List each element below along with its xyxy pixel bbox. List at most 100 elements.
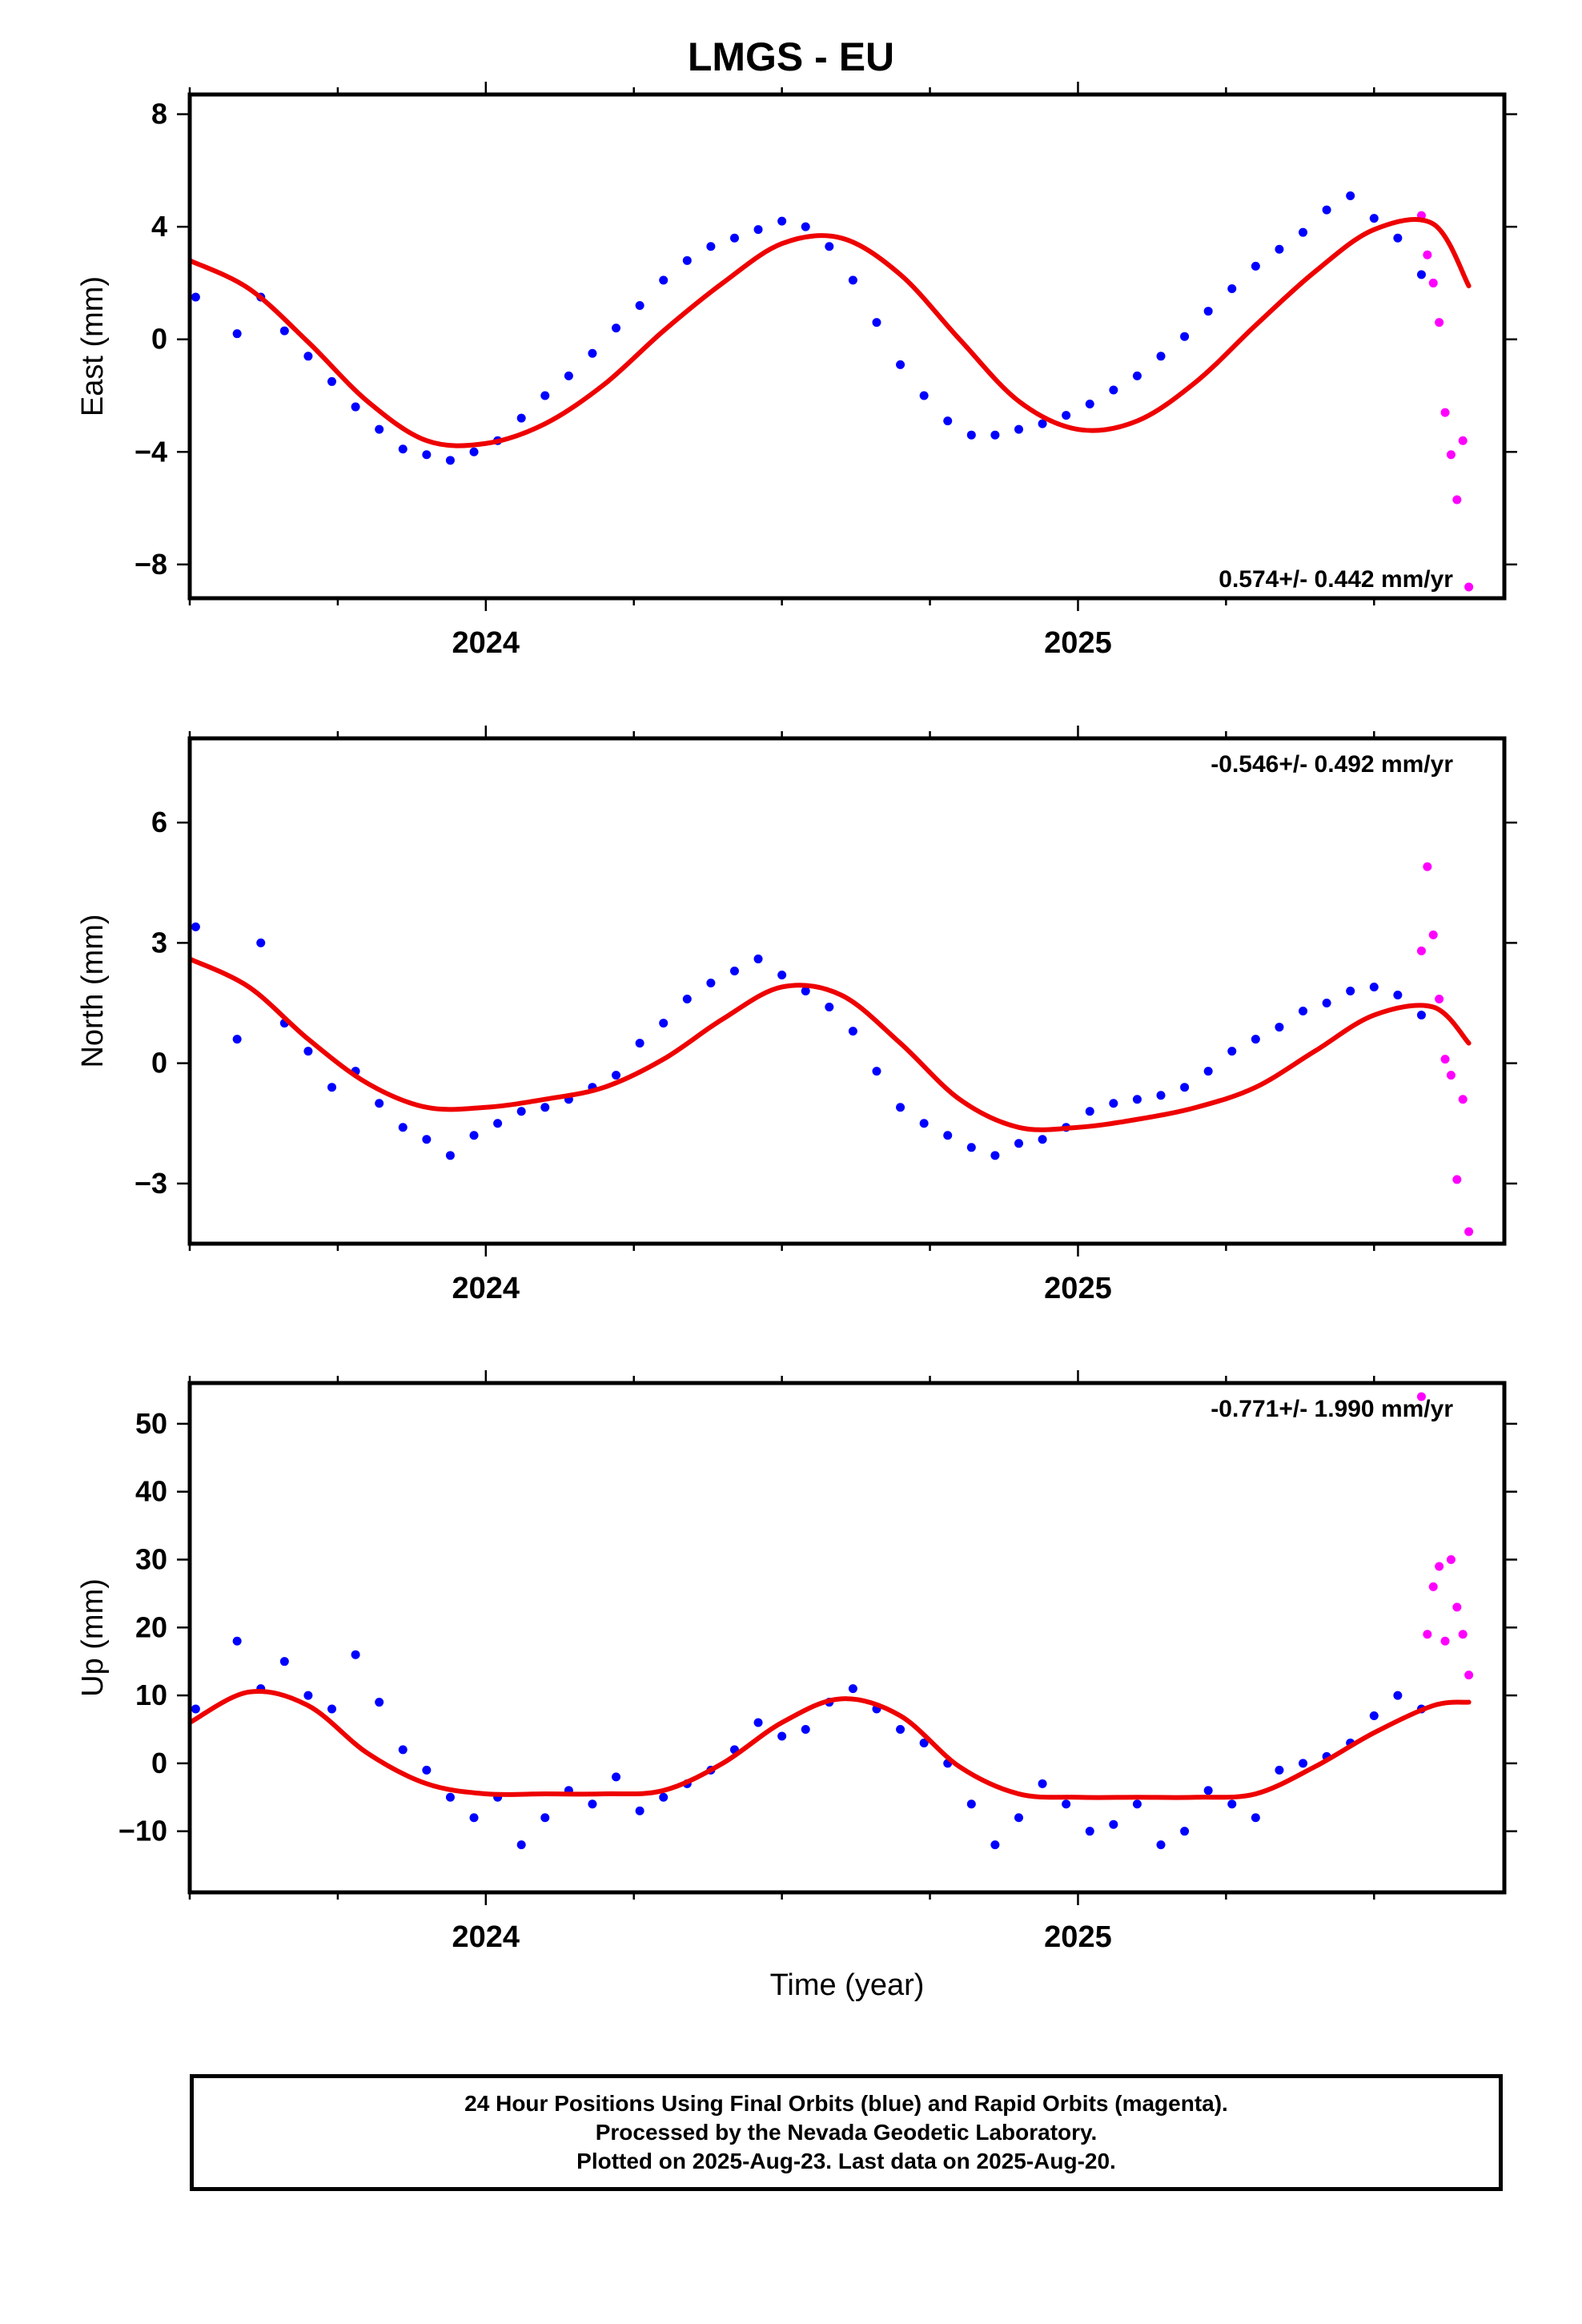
north-final-point [1109,1099,1118,1108]
north-final-point [327,1083,337,1092]
up-final-point [753,1718,763,1727]
north-final-point [1038,1135,1047,1144]
up-final-point [445,1792,455,1802]
east-rate-label: 0.574+/- 0.442 mm/yr [1219,566,1453,593]
up-final-point [540,1813,550,1823]
north-data [190,862,1474,1236]
up-final-point [635,1806,644,1815]
up-final-point [351,1650,360,1659]
north-rapid-point [1416,946,1426,955]
east-final-point [1109,385,1118,395]
east-final-point [516,413,526,423]
north-y-tick-label: 6 [151,806,167,838]
north-final-point [256,938,266,947]
east-final-point [1227,283,1237,293]
north-panel: 6 3 0 −3 2024 2025 North (mm) -0.546+/- 0.492 m… [76,726,1517,1305]
north-final-point [966,1143,976,1152]
north-x-tick-label: 2024 [452,1272,520,1305]
east-final-point [1322,205,1331,215]
north-rapid-point [1440,1055,1450,1064]
east-final-point [729,233,739,243]
east-final-point [801,222,810,231]
east-final-point [469,447,479,456]
north-final-point [896,1103,905,1112]
north-final-point [919,1119,929,1128]
east-final-point [990,430,1000,440]
up-x-tick-label: 2024 [452,1920,520,1954]
up-rapid-point [1440,1636,1450,1646]
north-final-point [375,1099,384,1108]
east-rapid-point [1435,318,1444,328]
east-final-point [635,301,644,311]
north-final-point [469,1131,479,1140]
north-final-point [872,1067,881,1076]
up-rapid-point [1458,1630,1468,1639]
up-rapid-point [1446,1554,1456,1564]
up-final-point [966,1799,976,1809]
footer-line-2: Processed by the Nevada Geodetic Laborat… [595,2120,1098,2145]
up-y-tick-label: −10 [118,1815,167,1848]
east-y-tick-label: −8 [135,548,167,581]
north-y-tick-label: −3 [135,1167,167,1200]
up-rate-label: -0.771+/- 1.990 mm/yr [1211,1396,1453,1422]
up-final-point [1132,1799,1142,1809]
north-final-point [1322,999,1331,1008]
east-final-point [1393,233,1403,243]
north-final-point [398,1123,408,1132]
east-final-point [422,450,432,460]
up-final-point [1062,1799,1071,1809]
east-final-point [540,391,550,400]
east-final-point [1275,244,1284,254]
east-final-point [351,402,360,412]
up-final-point [1227,1799,1237,1809]
up-final-point [612,1772,621,1782]
east-final-point [588,348,597,358]
east-x-tick-label: 2025 [1044,626,1112,660]
north-x-tick-label: 2025 [1044,1272,1112,1305]
footer-line-3: Plotted on 2025-Aug-23. Last data on 202… [576,2149,1116,2173]
north-final-point [682,995,692,1004]
north-final-point [990,1151,1000,1160]
east-rapid-point [1428,278,1438,287]
east-rapid-point [1446,450,1456,460]
up-final-point [1203,1786,1213,1795]
footer-line-1: 24 Hour Positions Using Final Orbits (bl… [464,2091,1228,2116]
north-final-point [1299,1007,1308,1016]
north-final-point [445,1151,455,1160]
footer-box: 24 Hour Positions Using Final Orbits (bl… [190,2074,1503,2191]
up-final-point [1038,1779,1047,1788]
north-final-point [303,1047,313,1056]
up-final-point [919,1738,929,1747]
up-final-point [1014,1813,1023,1823]
up-final-point [469,1813,479,1823]
up-rapid-point [1428,1582,1438,1591]
up-rapid-point [1452,1602,1462,1612]
east-frame [187,92,1507,601]
east-final-point [1132,371,1142,380]
up-final-point [516,1840,526,1850]
north-rapid-point [1435,995,1444,1004]
north-final-point [516,1107,526,1116]
up-final-point [990,1840,1000,1850]
up-final-point [659,1792,669,1802]
north-final-point [1014,1139,1023,1148]
east-final-point [966,430,976,440]
north-final-point [540,1103,550,1112]
north-rapid-point [1464,1227,1474,1236]
up-panel: 50 40 30 20 10 0 −10 2024 2025 Up (mm) Time (year)… [76,1370,1517,2002]
north-final-point [1227,1047,1237,1056]
north-final-point [1416,1011,1426,1020]
east-y-axis-label: East (mm) [76,276,110,416]
east-final-point [1038,419,1047,428]
up-final-point [848,1684,857,1694]
north-final-point [777,970,787,979]
north-rapid-point [1458,1095,1468,1104]
north-final-point [659,1019,669,1028]
up-y-axis-label: Up (mm) [76,1578,110,1697]
east-final-point [398,444,408,454]
east-final-point [872,318,881,328]
east-final-point [848,275,857,285]
east-y-tick-label: −4 [135,435,167,468]
east-y-tick-label: 4 [151,210,167,243]
